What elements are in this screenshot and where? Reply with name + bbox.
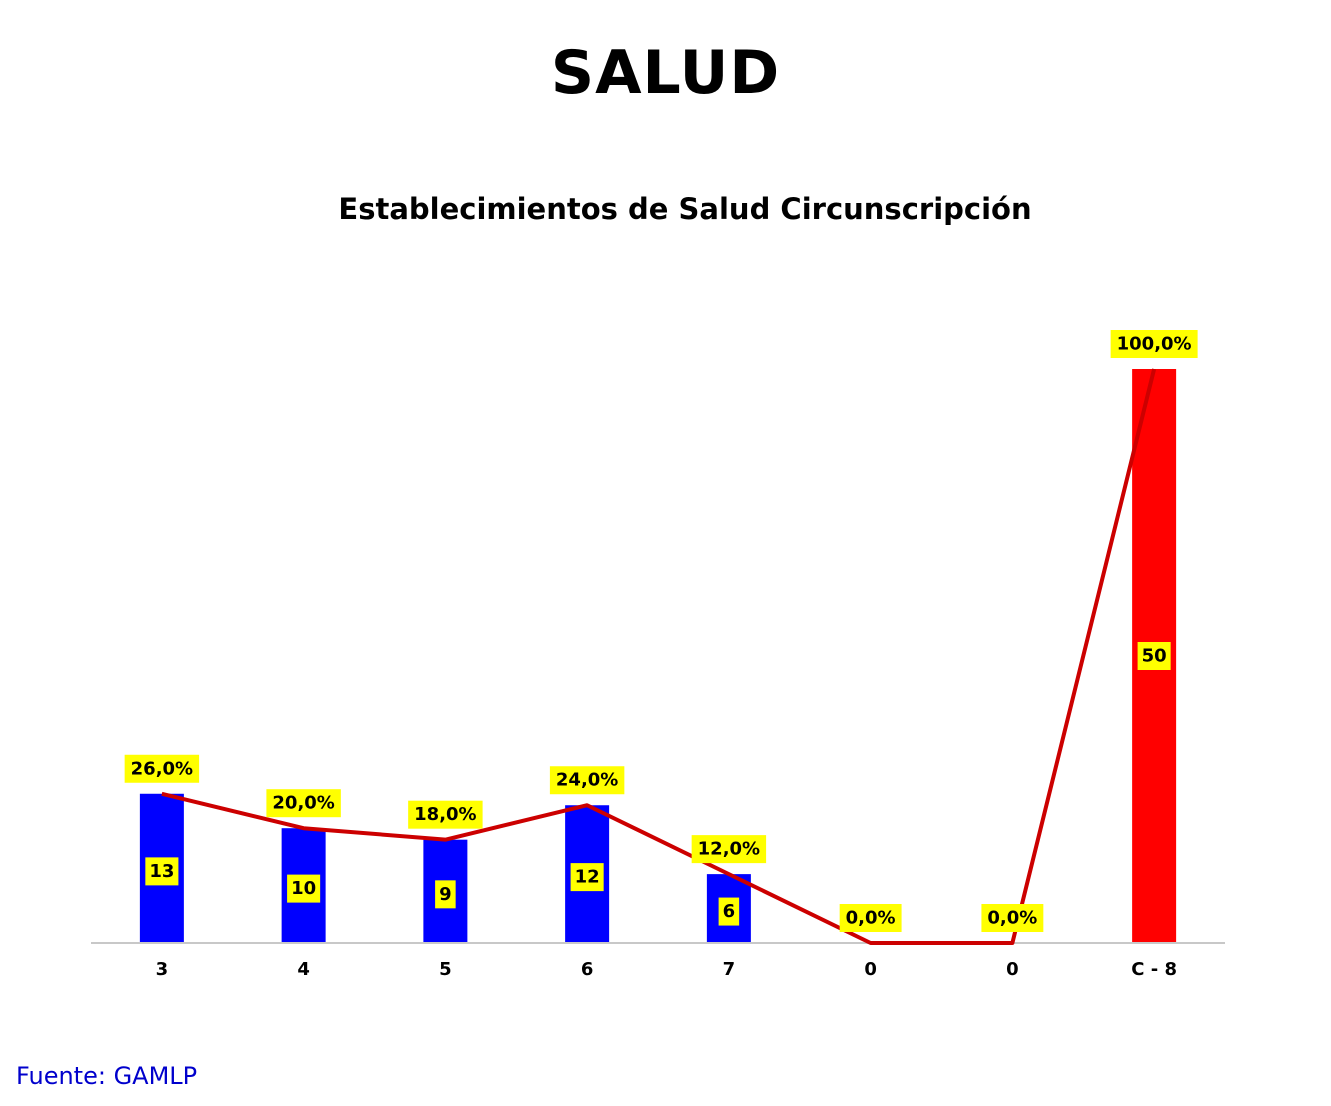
line-value-label-5: 0,0% — [839, 904, 902, 932]
line-value-label-4-bg — [691, 835, 767, 864]
bar-value-label-4-bg — [718, 897, 740, 926]
line-value-label-1-text: 20,0% — [272, 793, 334, 814]
line-value-label-6-text: 0,0% — [987, 908, 1037, 929]
percentage-line — [161, 368, 1157, 945]
x-tick-label-2: 5 — [439, 959, 452, 980]
line-value-label-7-bg — [1110, 330, 1198, 358]
line-value-label-3-text: 24,0% — [556, 770, 618, 791]
line-value-label-4-text: 12,0% — [698, 839, 760, 860]
line-value-label-0: 26,0% — [124, 754, 200, 783]
line-value-label-2-text: 18,0% — [414, 804, 476, 825]
line-value-label-1-bg — [266, 789, 341, 818]
bar-value-label-3-bg — [570, 863, 604, 892]
bar-value-label-1-text: 10 — [291, 878, 316, 899]
line-value-label-2-bg — [408, 800, 483, 829]
bar-value-label-1: 10 — [287, 874, 321, 903]
x-tick-label-7: C - 8 — [1131, 959, 1177, 980]
line-value-label-3: 24,0% — [549, 766, 625, 795]
bar-value-label-4: 6 — [718, 897, 740, 926]
bar-value-label-3-text: 12 — [575, 867, 600, 888]
x-tick-label-3: 6 — [581, 959, 594, 980]
bar-value-label-7-text: 50 — [1142, 646, 1167, 667]
bar-value-label-4-text: 6 — [723, 901, 736, 922]
bar-value-label-0-text: 13 — [149, 861, 174, 882]
bar-value-label-3: 12 — [570, 863, 604, 892]
bar-value-label-2-text: 9 — [439, 884, 452, 905]
source-note: Fuente: GAMLP — [16, 1062, 198, 1090]
line-value-label-0-text: 26,0% — [131, 758, 193, 779]
x-tick-label-1: 4 — [297, 959, 310, 980]
line-value-label-6-bg — [981, 904, 1044, 932]
line-value-label-5-bg — [839, 904, 902, 932]
bar-value-label-0-bg — [145, 857, 179, 886]
x-tick-label-5: 0 — [864, 959, 877, 980]
x-tick-label-0: 3 — [156, 959, 169, 980]
line-value-label-7: 100,0% — [1110, 330, 1198, 358]
bar-value-label-7: 50 — [1137, 642, 1171, 670]
line-value-label-5-text: 0,0% — [846, 908, 896, 929]
chart-title: Establecimientos de Salud Circunscripció… — [338, 192, 1032, 226]
x-tick-label-6: 0 — [1006, 959, 1019, 980]
bar-value-label-7-bg — [1137, 642, 1171, 670]
page-title: SALUD — [550, 38, 781, 108]
x-tick-label-4: 7 — [723, 959, 736, 980]
bar-value-label-1-bg — [287, 874, 321, 903]
line-value-label-0-bg — [124, 754, 200, 783]
bar-value-label-2: 9 — [435, 880, 456, 909]
line-value-label-6: 0,0% — [981, 904, 1044, 932]
bar-value-label-2-bg — [435, 880, 456, 909]
line-value-label-7-text: 100,0% — [1117, 334, 1192, 355]
line-value-label-3-bg — [549, 766, 625, 795]
line-value-label-2: 18,0% — [408, 800, 483, 829]
bar-value-label-0: 13 — [145, 857, 179, 886]
line-value-label-1: 20,0% — [266, 789, 341, 818]
line-value-label-4: 12,0% — [691, 835, 767, 864]
